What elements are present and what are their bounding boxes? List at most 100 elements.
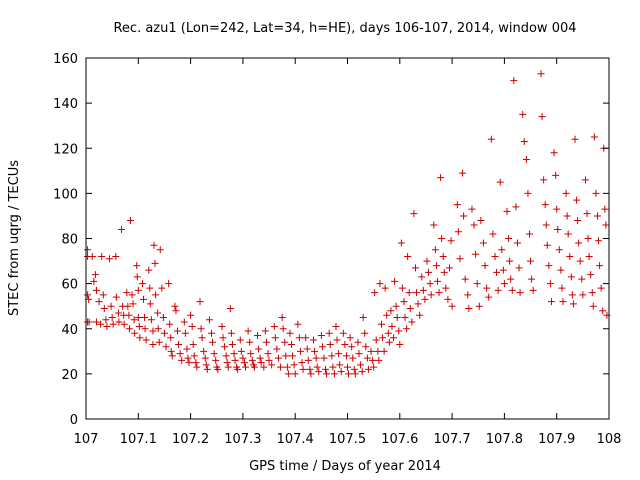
data-point xyxy=(176,350,184,358)
data-point xyxy=(355,350,363,358)
data-point xyxy=(166,320,174,328)
data-point xyxy=(202,361,210,369)
data-point xyxy=(131,329,139,337)
data-point xyxy=(159,313,167,321)
data-point xyxy=(341,341,349,349)
data-point xyxy=(95,298,103,306)
data-point xyxy=(510,77,518,85)
data-point xyxy=(315,368,323,376)
data-point xyxy=(508,286,516,294)
data-point xyxy=(423,257,431,265)
data-point xyxy=(155,338,163,346)
data-point xyxy=(416,311,424,319)
data-point xyxy=(437,174,445,182)
data-point xyxy=(401,313,409,321)
x-tick-label: 107.4 xyxy=(277,432,314,447)
data-point xyxy=(404,253,412,261)
data-point xyxy=(134,286,142,294)
data-point xyxy=(410,210,418,218)
y-tick-label: 100 xyxy=(53,187,78,202)
data-point xyxy=(400,298,408,306)
data-point xyxy=(311,347,319,355)
data-point xyxy=(354,338,362,346)
data-point xyxy=(571,135,579,143)
data-point xyxy=(444,295,452,303)
data-point xyxy=(210,350,218,358)
x-tick-label: 107.5 xyxy=(329,432,366,447)
data-point xyxy=(174,327,182,335)
data-point xyxy=(325,329,333,337)
data-point xyxy=(313,363,321,371)
x-tick-label: 107.9 xyxy=(538,432,575,447)
y-tick-label: 140 xyxy=(53,97,78,112)
data-point xyxy=(203,365,211,373)
data-point xyxy=(112,253,120,261)
data-point xyxy=(414,300,422,308)
data-point xyxy=(396,341,404,349)
data-point xyxy=(583,210,591,218)
data-point xyxy=(106,255,114,263)
y-tick-label: 160 xyxy=(53,52,78,67)
data-point xyxy=(255,345,263,353)
data-point xyxy=(149,327,157,335)
data-point xyxy=(468,205,476,213)
data-point xyxy=(312,354,320,362)
data-point xyxy=(435,289,443,297)
data-point xyxy=(197,325,205,333)
data-point xyxy=(454,228,462,236)
x-axis: 107 107.1 107.2 107.3 107.4 107.5 107.6 107.7 10… xyxy=(74,58,621,447)
data-point xyxy=(192,359,200,367)
data-point xyxy=(158,284,166,292)
data-point xyxy=(406,304,414,312)
data-point xyxy=(250,363,258,371)
data-point xyxy=(487,135,495,143)
data-point xyxy=(306,365,314,373)
x-tick-label: 107.2 xyxy=(172,432,209,447)
data-point xyxy=(550,149,558,157)
data-point xyxy=(260,363,268,371)
data-point xyxy=(379,334,387,342)
data-point xyxy=(589,302,597,310)
data-point xyxy=(453,201,461,209)
data-point xyxy=(141,313,149,321)
data-point xyxy=(133,262,141,270)
data-point xyxy=(123,289,131,297)
data-point xyxy=(555,246,563,254)
data-point xyxy=(376,280,384,288)
data-point xyxy=(92,286,100,294)
data-point xyxy=(147,316,155,324)
data-point xyxy=(135,322,143,330)
data-point xyxy=(529,286,537,294)
data-point xyxy=(118,225,126,233)
data-point xyxy=(146,284,154,292)
data-point xyxy=(564,230,572,238)
data-point xyxy=(154,309,162,317)
data-point xyxy=(133,273,141,281)
data-point xyxy=(317,332,325,340)
data-point xyxy=(439,253,447,261)
data-point xyxy=(214,365,222,373)
data-point xyxy=(440,268,448,276)
data-point xyxy=(185,359,193,367)
x-tick-label: 107.6 xyxy=(381,432,418,447)
data-point xyxy=(473,280,481,288)
data-point xyxy=(261,327,269,335)
data-point xyxy=(371,289,379,297)
data-point xyxy=(346,334,354,342)
data-point xyxy=(526,230,534,238)
data-point xyxy=(208,329,216,337)
data-point xyxy=(392,302,400,310)
data-point xyxy=(303,345,311,353)
data-point xyxy=(221,343,229,351)
data-point xyxy=(270,322,278,330)
data-point xyxy=(337,368,345,376)
data-point xyxy=(231,356,239,364)
data-point xyxy=(298,359,306,367)
data-point xyxy=(515,264,523,272)
data-point xyxy=(507,275,515,283)
data-point xyxy=(573,196,581,204)
data-point xyxy=(84,246,92,254)
data-point xyxy=(438,235,446,242)
data-point xyxy=(506,257,514,265)
data-point xyxy=(128,291,136,299)
